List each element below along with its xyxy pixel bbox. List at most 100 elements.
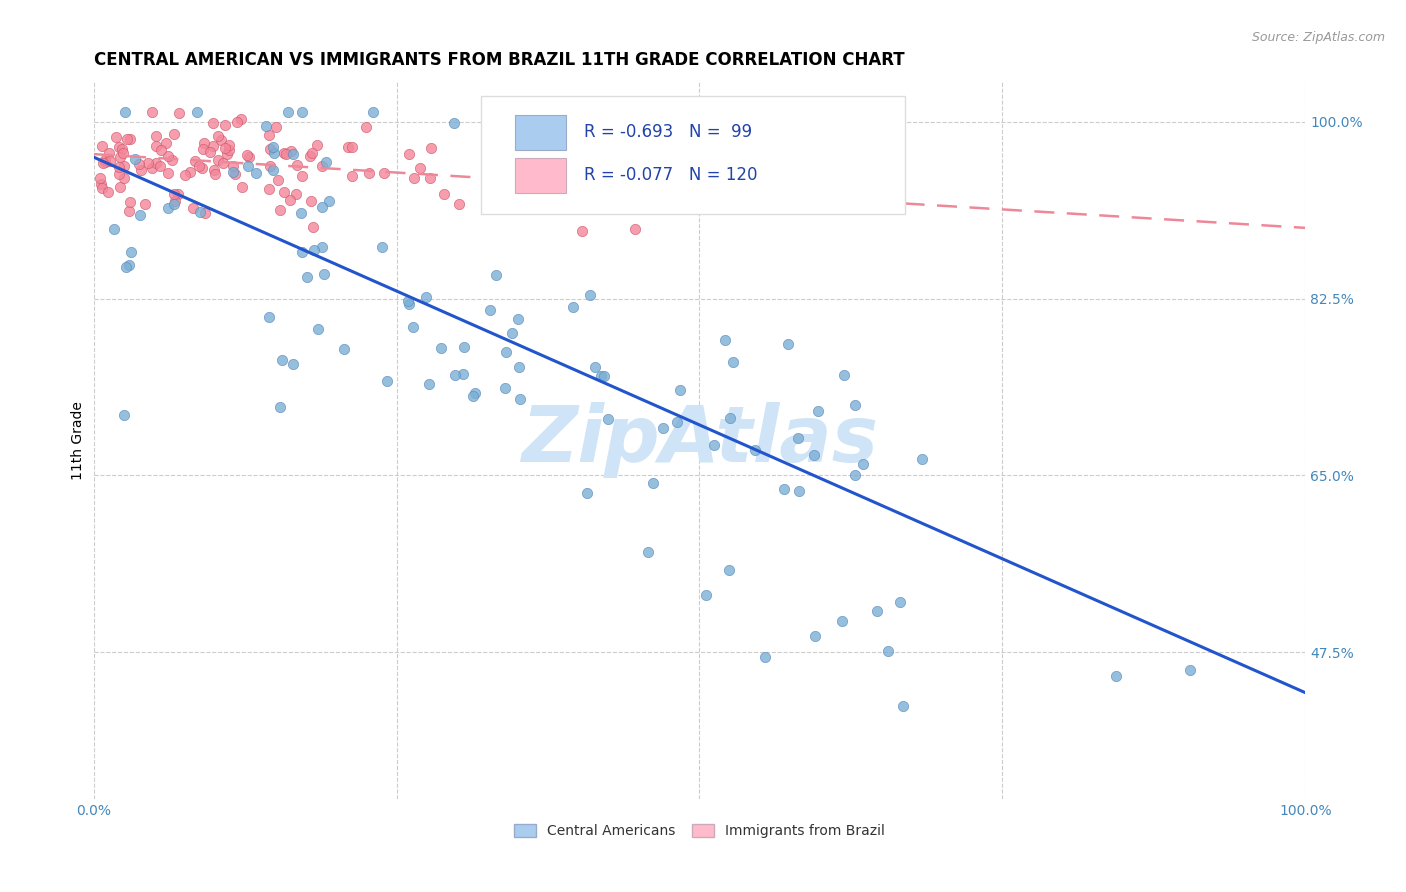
Point <box>283 357 305 371</box>
Point <box>225 115 247 129</box>
Point <box>773 482 796 496</box>
Point <box>236 159 259 173</box>
Point <box>285 158 308 172</box>
Point <box>637 545 659 559</box>
Point <box>218 137 240 152</box>
Legend: Central Americans, Immigrants from Brazil: Central Americans, Immigrants from Brazi… <box>508 818 891 844</box>
Point <box>115 132 138 146</box>
Point <box>104 130 127 145</box>
Point <box>149 159 172 173</box>
Point <box>290 206 312 220</box>
Point <box>453 368 475 382</box>
Point <box>415 290 437 304</box>
Point <box>508 392 530 407</box>
Point <box>523 176 546 190</box>
Point <box>311 200 333 214</box>
Point <box>269 202 291 217</box>
Point <box>668 384 690 398</box>
Point <box>229 112 252 126</box>
Point <box>193 206 215 220</box>
Point <box>652 421 675 435</box>
Point <box>155 136 177 150</box>
Point <box>804 629 827 643</box>
Point <box>136 156 159 170</box>
Point <box>371 240 394 254</box>
Point <box>212 156 235 170</box>
Point <box>273 186 295 200</box>
Point <box>718 411 741 425</box>
Point <box>145 138 167 153</box>
Point <box>156 149 179 163</box>
Point <box>128 208 150 222</box>
Point <box>141 161 163 175</box>
Text: CENTRAL AMERICAN VS IMMIGRANTS FROM BRAZIL 11TH GRADE CORRELATION CHART: CENTRAL AMERICAN VS IMMIGRANTS FROM BRAZ… <box>94 51 904 69</box>
Point <box>120 194 142 209</box>
Point <box>259 142 281 156</box>
Point <box>876 644 898 658</box>
Point <box>120 244 142 259</box>
Point <box>91 156 114 170</box>
Point <box>108 160 131 174</box>
Point <box>583 359 606 374</box>
Point <box>114 104 136 119</box>
Text: R = -0.693   N =  99: R = -0.693 N = 99 <box>585 122 752 141</box>
Point <box>402 320 425 334</box>
Point <box>754 650 776 665</box>
Point <box>302 243 325 257</box>
Point <box>259 310 281 325</box>
Point <box>375 374 398 388</box>
Point <box>231 180 253 194</box>
Point <box>628 200 651 214</box>
Point <box>207 128 229 143</box>
Point <box>118 259 141 273</box>
Point <box>188 160 211 174</box>
Point <box>311 240 333 254</box>
Text: R = -0.077   N = 120: R = -0.077 N = 120 <box>585 166 758 184</box>
Point <box>118 132 141 146</box>
Point <box>373 165 395 179</box>
Point <box>259 128 281 143</box>
Point <box>145 128 167 143</box>
Point <box>695 588 717 602</box>
Point <box>201 139 224 153</box>
Point <box>259 159 281 173</box>
Point <box>91 180 114 194</box>
Point <box>776 337 799 351</box>
Point <box>245 166 267 180</box>
Point <box>433 187 456 202</box>
Point <box>307 322 329 336</box>
Point <box>302 219 325 234</box>
Point <box>112 408 135 422</box>
Point <box>361 104 384 119</box>
Point <box>751 169 773 183</box>
Point <box>215 147 238 161</box>
Point <box>463 389 485 403</box>
Point <box>129 162 152 177</box>
Point <box>891 698 914 713</box>
Point <box>311 160 333 174</box>
Point <box>270 353 292 368</box>
Point <box>831 615 853 629</box>
Point <box>714 333 737 347</box>
Point <box>238 150 260 164</box>
Point <box>193 136 215 150</box>
FancyBboxPatch shape <box>515 158 567 193</box>
Point <box>703 438 725 452</box>
Point <box>1105 669 1128 683</box>
Y-axis label: 11th Grade: 11th Grade <box>72 401 86 480</box>
Point <box>89 171 111 186</box>
Point <box>357 166 380 180</box>
Text: ZipAtlas: ZipAtlas <box>522 402 877 478</box>
Point <box>222 159 245 173</box>
Point <box>803 448 825 462</box>
Point <box>444 368 467 382</box>
Point <box>553 160 575 174</box>
Point <box>222 165 245 179</box>
Point <box>398 147 420 161</box>
Point <box>312 267 335 281</box>
Point <box>160 153 183 167</box>
Point <box>145 155 167 169</box>
Point <box>262 140 284 154</box>
Point <box>291 244 314 259</box>
Point <box>167 106 190 120</box>
